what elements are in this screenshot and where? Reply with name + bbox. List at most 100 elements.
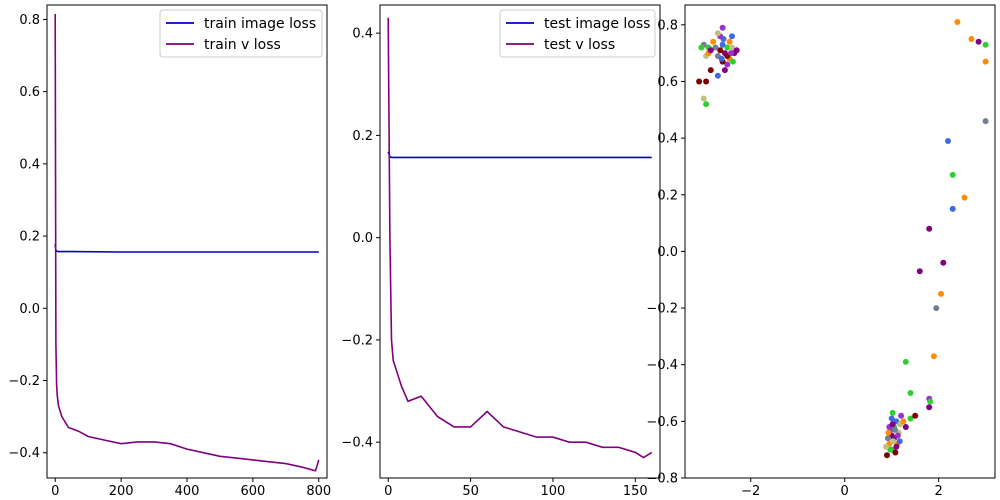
scatter-point (718, 55, 725, 62)
scatter-point (719, 41, 726, 48)
series-line-1 (54, 13, 320, 472)
scatter-point (884, 452, 890, 459)
scatter-point (982, 118, 989, 125)
y-tick-label: 0.4 (19, 157, 40, 172)
scatter-point (883, 443, 889, 450)
x-tick-label: 200 (109, 484, 134, 499)
scatter-point (938, 290, 944, 297)
y-tick-label: 0.6 (657, 75, 678, 90)
y-tick-label: −0.6 (646, 415, 678, 430)
scatter-point (707, 47, 714, 54)
scatter-point (907, 415, 914, 422)
scatter-point (729, 44, 735, 51)
scatter-point (724, 44, 731, 51)
scatter-point (717, 47, 724, 54)
scatter-point (892, 426, 898, 433)
axes-frame (379, 4, 661, 479)
scatter-point (698, 44, 705, 51)
y-tick-label: 0.0 (352, 231, 373, 246)
scatter-point (724, 61, 731, 68)
y-tick-label: −0.2 (646, 302, 678, 317)
scatter-point (700, 95, 707, 102)
scatter-point (729, 58, 736, 65)
x-tick-label: 0 (384, 484, 392, 499)
scatter-point (729, 33, 735, 40)
legend-label-0: test image loss (544, 16, 650, 32)
scatter-point (975, 38, 982, 45)
scatter-point (916, 268, 923, 275)
scatter-point (888, 415, 895, 422)
scatter-point (733, 47, 740, 54)
scatter-point (890, 438, 897, 445)
scatter-point (949, 205, 956, 212)
scatter-point (926, 404, 933, 411)
scatter-point (889, 409, 896, 416)
x-tick-label: 2 (934, 484, 942, 499)
x-tick-label: 150 (623, 484, 648, 499)
scatter-point (707, 67, 714, 74)
x-tick-label: 0 (841, 484, 849, 499)
scatter-point (961, 194, 968, 201)
scatter-point (884, 435, 891, 442)
test-loss-plot: 0 50 100 150 −0.4 −0.2 0.0 0.2 0.4 test image los… (341, 4, 661, 499)
y-tick-label: 0.8 (19, 13, 40, 28)
legend-label-0: train image loss (204, 16, 316, 32)
y-tick-label: −0.4 (646, 358, 678, 373)
scatter-point (982, 58, 989, 65)
y-tick-label: 0.2 (19, 230, 40, 245)
y-tick-label: 0.8 (657, 18, 678, 33)
scatter-point (907, 390, 914, 396)
scatter-point (696, 78, 703, 85)
scatter-point (898, 412, 905, 419)
x-tick-label: 50 (462, 484, 479, 499)
axes-frame (684, 4, 996, 479)
scatter-point (703, 78, 710, 85)
legend-box (499, 9, 656, 58)
train-loss-plot: 0 200 400 600 800 −0.4 −0.2 0.0 0.2 0.4 0.6 0.8 trai… (8, 4, 331, 499)
y-tick-label: 0.2 (352, 129, 373, 144)
scatter-point (887, 446, 894, 453)
scatter-point (728, 50, 734, 57)
x-tick-label: 600 (240, 484, 265, 499)
scatter-point (902, 424, 909, 430)
y-tick-label: −0.8 (646, 472, 678, 487)
y-tick-label: −0.4 (8, 446, 40, 461)
scatter-point (710, 38, 717, 45)
scatter-point (927, 398, 934, 405)
y-tick-label: 0.6 (19, 85, 40, 100)
legend-label-1: test v loss (544, 37, 615, 53)
scatter-point (900, 418, 907, 425)
legend: train image loss train v loss (159, 9, 323, 58)
scatter-point (968, 36, 975, 42)
scatter-point (714, 72, 721, 79)
y-tick-label: 0.4 (352, 27, 373, 42)
embedding-scatter-plot: −2 0 2 −0.8 −0.6 −0.4 −0.2 0.0 0.2 0.4 0.6 0.8 (646, 4, 996, 499)
scatter-point (933, 305, 940, 312)
scatter-point (926, 225, 933, 232)
legend-box (159, 9, 323, 58)
scatter-point (714, 30, 721, 37)
x-tick-label: 800 (306, 484, 331, 499)
scatter-point (954, 19, 961, 25)
scatter-point (930, 353, 937, 360)
scatter-point (949, 171, 956, 178)
x-tick-label: −2 (741, 484, 760, 499)
y-tick-label: 0.4 (657, 132, 678, 147)
legend: test image loss test v loss (499, 9, 656, 58)
scatter-point (703, 101, 710, 108)
scatter-point (982, 41, 989, 48)
scatter-point (892, 449, 899, 456)
y-tick-label: 0.0 (657, 245, 678, 260)
scatter-point (945, 138, 951, 144)
scatter-point (726, 38, 733, 45)
scatter-point (721, 67, 728, 74)
scatter-point (712, 44, 719, 51)
scatter-point (885, 429, 892, 436)
y-tick-label: −0.2 (341, 333, 373, 348)
scatter-point (912, 412, 919, 419)
y-tick-label: −0.2 (8, 374, 40, 389)
y-tick-label: 0.0 (19, 302, 40, 317)
x-tick-label: 0 (51, 484, 59, 499)
scatter-point (889, 421, 896, 428)
